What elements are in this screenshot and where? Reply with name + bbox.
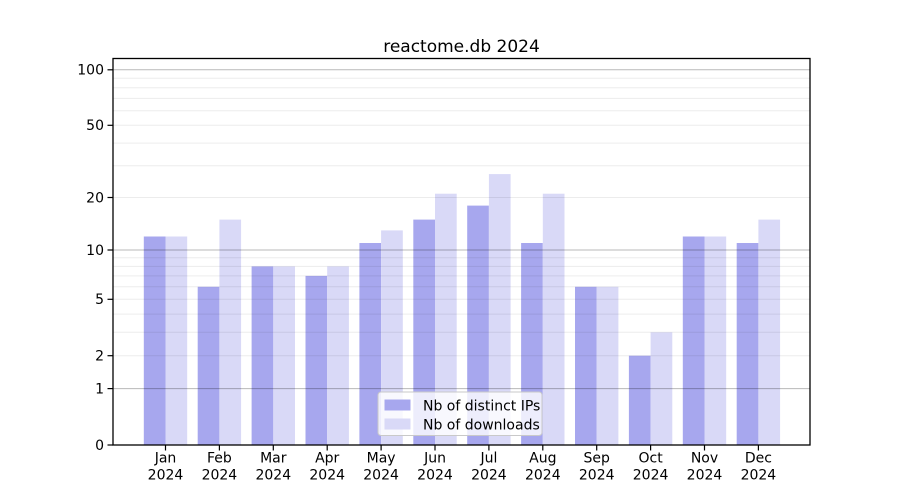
bar-distinct-ips-nov	[682, 236, 705, 445]
bar-downloads-may	[381, 230, 403, 445]
y-tick-label-20: 20	[86, 190, 104, 206]
legend-swatch-distinct-ips-icon	[384, 399, 411, 411]
bar-downloads-sep	[596, 286, 619, 445]
bar-distinct-ips-sep	[575, 286, 597, 445]
x-tick-label-month-apr: Apr	[315, 451, 339, 467]
x-tick-label-year-apr: 2024	[309, 468, 345, 484]
x-tick-label-month-jun: Jun	[423, 451, 446, 467]
chart-title: reactome.db 2024	[383, 37, 540, 57]
legend-box	[377, 391, 543, 436]
x-tick-label-year-aug: 2024	[525, 468, 561, 484]
bar-distinct-ips-feb	[197, 286, 220, 445]
x-tick-label-month-aug: Aug	[529, 451, 556, 467]
y-axis: 0 1 2 5 10 20 50 100	[77, 63, 113, 454]
y-tick-label-5: 5	[95, 292, 104, 308]
x-tick-label-month-feb: Feb	[207, 451, 232, 467]
x-tick-label-month-may: May	[367, 451, 396, 467]
x-tick-label-month-mar: Mar	[260, 451, 287, 467]
x-tick-label-year-jun: 2024	[417, 468, 453, 484]
x-tick-label-year-nov: 2024	[687, 468, 723, 484]
bar-downloads-mar	[273, 266, 295, 445]
x-axis: Jan2024Feb2024Mar2024Apr2024May2024Jun20…	[148, 445, 777, 484]
y-tick-label-100: 100	[77, 63, 104, 79]
bar-downloads-nov	[704, 236, 727, 445]
x-tick-label-month-dec: Dec	[745, 451, 772, 467]
x-tick-label-month-nov: Nov	[691, 451, 718, 467]
bar-distinct-ips-dec	[736, 243, 759, 445]
x-tick-label-year-jan: 2024	[148, 468, 184, 484]
x-tick-label-year-oct: 2024	[633, 468, 669, 484]
bar-downloads-feb	[219, 219, 242, 445]
y-tick-label-0: 0	[95, 438, 104, 454]
legend: Nb of distinct IPs Nb of downloads	[377, 391, 543, 436]
bar-distinct-ips-apr	[305, 275, 328, 445]
legend-label-distinct-ips: Nb of distinct IPs	[423, 399, 540, 415]
bar-downloads-jul	[488, 174, 511, 445]
plot-border	[112, 57, 811, 446]
x-tick-label-month-oct: Oct	[638, 451, 663, 467]
grid-layer	[113, 69, 810, 390]
legend-label-downloads: Nb of downloads	[423, 418, 540, 434]
x-tick-label-year-may: 2024	[363, 468, 399, 484]
bar-distinct-ips-may	[359, 243, 382, 445]
legend-swatch-downloads-icon	[384, 418, 411, 430]
y-tick-label-10: 10	[86, 243, 104, 259]
x-tick-label-year-feb: 2024	[202, 468, 238, 484]
bar-distinct-ips-mar	[251, 266, 274, 445]
y-tick-label-2: 2	[95, 349, 104, 365]
x-tick-label-year-sep: 2024	[579, 468, 615, 484]
x-tick-label-year-dec: 2024	[741, 468, 777, 484]
y-tick-label-50: 50	[86, 118, 104, 134]
bar-downloads-jun	[435, 193, 457, 445]
bar-distinct-ips-jun	[413, 219, 435, 445]
x-tick-label-year-jul: 2024	[471, 468, 507, 484]
x-tick-label-month-sep: Sep	[584, 451, 611, 467]
bar-downloads-dec	[758, 219, 781, 445]
bar-distinct-ips-oct	[628, 355, 651, 445]
bar-distinct-ips-jul	[467, 205, 489, 445]
x-tick-label-month-jan: Jan	[154, 451, 177, 467]
bar-downloads-jan	[165, 236, 188, 445]
x-tick-label-year-mar: 2024	[255, 468, 291, 484]
y-tick-label-1: 1	[95, 381, 104, 397]
x-tick-label-month-jul: Jul	[479, 451, 497, 467]
bar-distinct-ips-jan	[143, 236, 166, 445]
bar-downloads-apr	[327, 266, 349, 445]
bar-downloads-oct	[650, 332, 673, 445]
bar-downloads-aug	[542, 193, 565, 445]
bars-layer	[143, 174, 781, 445]
